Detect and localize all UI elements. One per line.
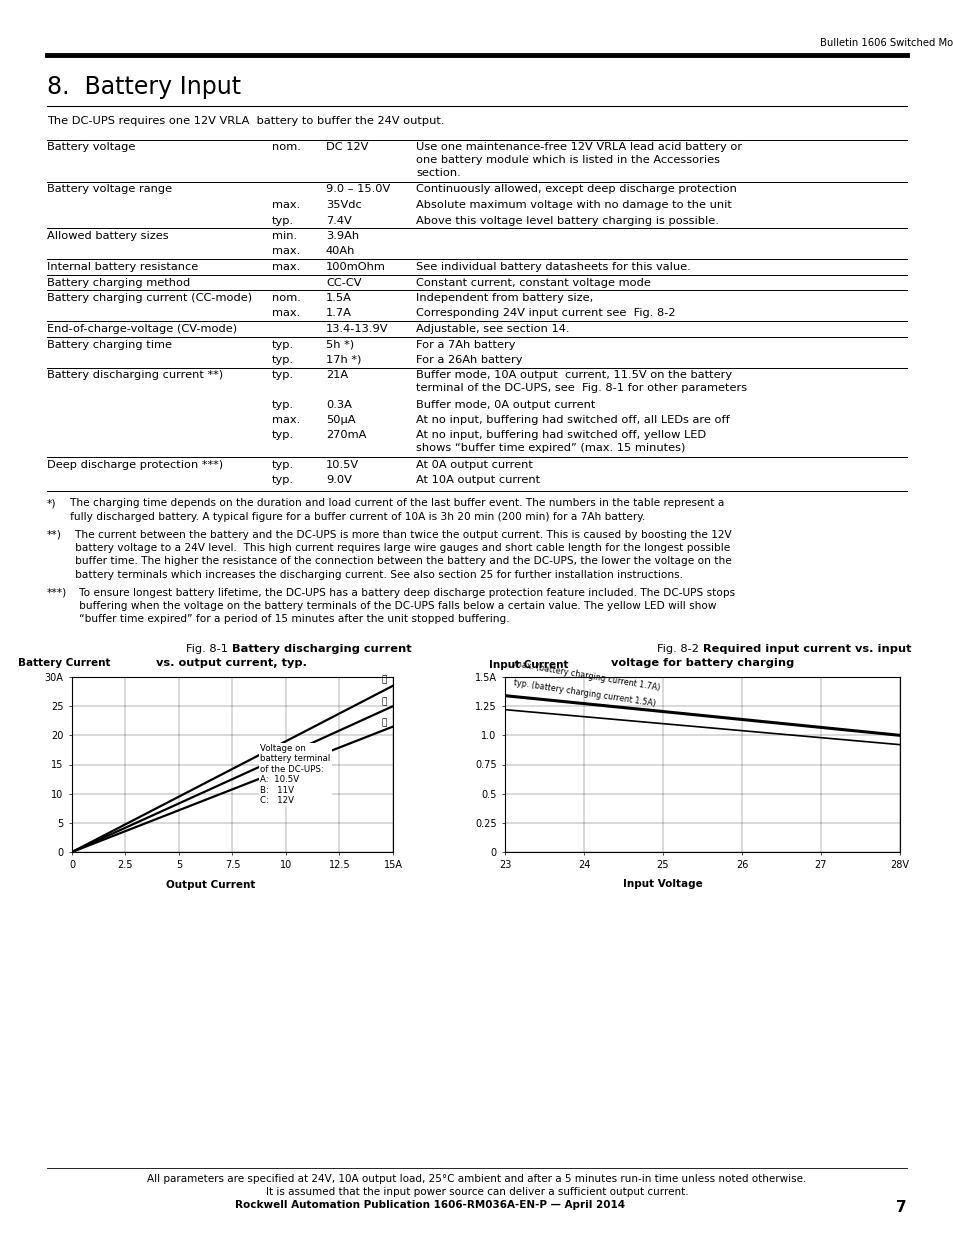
Text: typ.: typ. [272, 475, 294, 485]
Text: vs. output current, typ.: vs. output current, typ. [156, 657, 307, 667]
Text: Buffer mode, 0A output current: Buffer mode, 0A output current [416, 399, 595, 410]
Text: 5h *): 5h *) [326, 340, 354, 350]
Text: 270mA: 270mA [326, 431, 366, 441]
Text: 3.9Ah: 3.9Ah [326, 231, 358, 241]
Text: CC-CV: CC-CV [326, 278, 361, 288]
Text: 7: 7 [896, 1200, 906, 1215]
Text: Battery voltage: Battery voltage [47, 142, 135, 152]
Text: max.: max. [272, 247, 300, 257]
Text: max.: max. [272, 415, 300, 425]
Text: *): *) [47, 499, 56, 509]
Text: typ.: typ. [272, 399, 294, 410]
Text: typ.: typ. [272, 459, 294, 469]
Text: For a 7Ah battery: For a 7Ah battery [416, 340, 515, 350]
Text: Fig. 8-1: Fig. 8-1 [186, 643, 232, 655]
Text: battery voltage to a 24V level.  This high current requires large wire gauges an: battery voltage to a 24V level. This hig… [65, 543, 729, 553]
Text: 9.0V: 9.0V [326, 475, 352, 485]
Text: 13.4-13.9V: 13.4-13.9V [326, 324, 388, 333]
Text: Independent from battery size,: Independent from battery size, [416, 293, 593, 303]
Text: 40Ah: 40Ah [326, 247, 355, 257]
Text: Absolute maximum voltage with no damage to the unit: Absolute maximum voltage with no damage … [416, 200, 731, 210]
Text: **): **) [47, 530, 62, 540]
Text: Battery discharging current: Battery discharging current [232, 643, 411, 655]
Text: 100mOhm: 100mOhm [326, 262, 385, 272]
Text: Ⓑ: Ⓑ [381, 697, 387, 706]
Text: Input Voltage: Input Voltage [622, 879, 702, 889]
Text: 7.4V: 7.4V [326, 215, 352, 226]
Text: Bulletin 1606 Switched Mode Power Supplies: Bulletin 1606 Switched Mode Power Suppli… [820, 38, 953, 48]
Text: ***): ***) [47, 588, 67, 598]
Text: Constant current, constant voltage mode: Constant current, constant voltage mode [416, 278, 650, 288]
Text: For a 26Ah battery: For a 26Ah battery [416, 354, 522, 366]
Text: Above this voltage level battery charging is possible.: Above this voltage level battery chargin… [416, 215, 719, 226]
Text: Allowed battery sizes: Allowed battery sizes [47, 231, 169, 241]
Text: Ⓐ: Ⓐ [381, 676, 387, 684]
Text: All parameters are specified at 24V, 10A output load, 25°C ambient and after a 5: All parameters are specified at 24V, 10A… [147, 1174, 806, 1184]
Text: Buffer mode, 10A output  current, 11.5V on the battery
terminal of the DC-UPS, s: Buffer mode, 10A output current, 11.5V o… [416, 370, 746, 393]
Text: Battery voltage range: Battery voltage range [47, 184, 172, 194]
Text: 50μA: 50μA [326, 415, 355, 425]
Text: 1.7A: 1.7A [326, 309, 352, 319]
Text: buffering when the voltage on the battery terminals of the DC-UPS falls below a : buffering when the voltage on the batter… [69, 601, 716, 611]
Text: Required input current vs. input: Required input current vs. input [702, 643, 910, 655]
Text: fully discharged battery. A typical figure for a buffer current of 10A is 3h 20 : fully discharged battery. A typical figu… [60, 513, 644, 522]
Text: Rockwell Automation Publication 1606-RM036A-EN-P — April 2014: Rockwell Automation Publication 1606-RM0… [234, 1200, 624, 1210]
Text: 17h *): 17h *) [326, 354, 361, 366]
Text: typ.: typ. [272, 340, 294, 350]
Text: Voltage on
battery terminal
of the DC-UPS:
A:  10.5V
B:   11V
C:   12V: Voltage on battery terminal of the DC-UP… [260, 743, 331, 805]
Text: nom.: nom. [272, 293, 300, 303]
Text: Battery Current: Battery Current [18, 658, 111, 668]
Text: typ.: typ. [272, 431, 294, 441]
Text: min.: min. [272, 231, 296, 241]
Text: Deep discharge protection ***): Deep discharge protection ***) [47, 459, 223, 469]
Text: To ensure longest battery lifetime, the DC-UPS has a battery deep discharge prot: To ensure longest battery lifetime, the … [69, 588, 735, 598]
Text: At no input, buffering had switched off, all LEDs are off: At no input, buffering had switched off,… [416, 415, 729, 425]
Text: max. (battery charging current 1.7A): max. (battery charging current 1.7A) [513, 659, 660, 693]
Text: 9.0 – 15.0V: 9.0 – 15.0V [326, 184, 390, 194]
Text: voltage for battery charging: voltage for battery charging [611, 657, 794, 667]
Text: DC 12V: DC 12V [326, 142, 368, 152]
Text: Ⓒ: Ⓒ [381, 718, 387, 727]
Text: 1.5A: 1.5A [326, 293, 352, 303]
Text: typ. (battery charging current 1.5A): typ. (battery charging current 1.5A) [513, 678, 656, 708]
Text: Input Current: Input Current [489, 659, 568, 671]
Text: At 10A output current: At 10A output current [416, 475, 539, 485]
Text: End-of-charge-voltage (CV-mode): End-of-charge-voltage (CV-mode) [47, 324, 237, 333]
Text: Corresponding 24V input current see  Fig. 8-2: Corresponding 24V input current see Fig.… [416, 309, 675, 319]
Text: 0.3A: 0.3A [326, 399, 352, 410]
Text: Battery charging current (CC-mode): Battery charging current (CC-mode) [47, 293, 252, 303]
Text: Battery charging method: Battery charging method [47, 278, 190, 288]
Text: At 0A output current: At 0A output current [416, 459, 533, 469]
Text: Use one maintenance-free 12V VRLA lead acid battery or
one battery module which : Use one maintenance-free 12V VRLA lead a… [416, 142, 741, 178]
Text: It is assumed that the input power source can deliver a sufficient output curren: It is assumed that the input power sourc… [265, 1187, 688, 1197]
Text: 8.  Battery Input: 8. Battery Input [47, 75, 241, 99]
Text: The charging time depends on the duration and load current of the last buffer ev: The charging time depends on the duratio… [60, 499, 723, 509]
Text: buffer time. The higher the resistance of the connection between the battery and: buffer time. The higher the resistance o… [65, 557, 731, 567]
Text: The current between the battery and the DC-UPS is more than twice the output cur: The current between the battery and the … [65, 530, 731, 540]
Text: typ.: typ. [272, 215, 294, 226]
Text: typ.: typ. [272, 370, 294, 380]
Text: nom.: nom. [272, 142, 300, 152]
Text: The DC-UPS requires one 12V VRLA  battery to buffer the 24V output.: The DC-UPS requires one 12V VRLA battery… [47, 116, 444, 126]
Text: max.: max. [272, 262, 300, 272]
Text: “buffer time expired” for a period of 15 minutes after the unit stopped bufferin: “buffer time expired” for a period of 15… [69, 615, 509, 625]
Text: 35Vdc: 35Vdc [326, 200, 361, 210]
Text: typ.: typ. [272, 354, 294, 366]
Text: max.: max. [272, 200, 300, 210]
Text: Internal battery resistance: Internal battery resistance [47, 262, 198, 272]
Text: Continuously allowed, except deep discharge protection: Continuously allowed, except deep discha… [416, 184, 736, 194]
Text: battery terminals which increases the discharging current. See also section 25 f: battery terminals which increases the di… [65, 571, 682, 580]
Text: Battery charging time: Battery charging time [47, 340, 172, 350]
Text: Output Current: Output Current [166, 881, 255, 890]
Text: 21A: 21A [326, 370, 348, 380]
Text: max.: max. [272, 309, 300, 319]
Text: Fig. 8-2: Fig. 8-2 [657, 643, 702, 655]
Text: Battery discharging current **): Battery discharging current **) [47, 370, 223, 380]
Text: At no input, buffering had switched off, yellow LED
shows “buffer time expired” : At no input, buffering had switched off,… [416, 431, 705, 453]
Text: 10.5V: 10.5V [326, 459, 358, 469]
Text: Adjustable, see section 14.: Adjustable, see section 14. [416, 324, 569, 333]
Text: See individual battery datasheets for this value.: See individual battery datasheets for th… [416, 262, 690, 272]
